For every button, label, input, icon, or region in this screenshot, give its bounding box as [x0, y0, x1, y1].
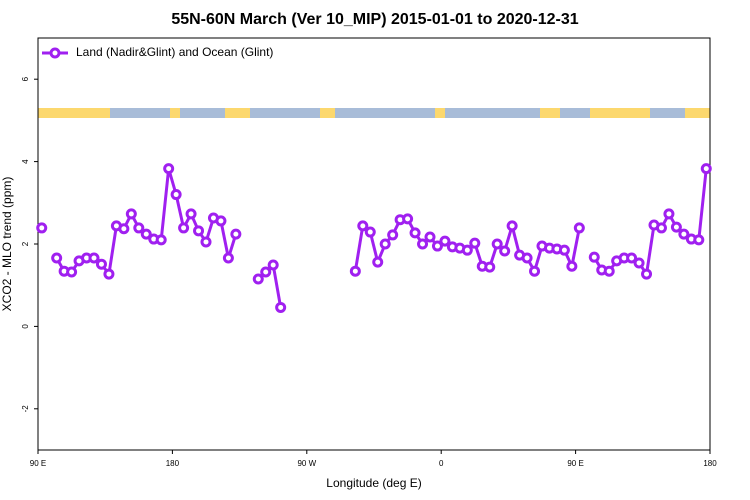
- data-point: [558, 244, 570, 256]
- data-point: [95, 258, 107, 270]
- map-ocean: [445, 108, 540, 118]
- map-ocean: [335, 108, 435, 118]
- data-point: [230, 228, 242, 240]
- data-point: [387, 229, 399, 241]
- legend-label: Land (Nadir&Glint) and Ocean (Glint): [76, 45, 273, 59]
- x-tick-label: 90 E: [30, 459, 46, 468]
- y-tick-label: 2: [21, 241, 30, 246]
- data-point: [506, 220, 518, 232]
- data-point: [163, 163, 175, 175]
- data-point: [372, 256, 384, 268]
- data-point: [402, 213, 414, 225]
- data-point: [417, 238, 429, 250]
- data-point: [215, 215, 227, 227]
- data-point: [88, 252, 100, 264]
- data-point: [431, 240, 443, 252]
- data-point: [118, 223, 130, 235]
- chart-title: 55N-60N March (Ver 10_MIP) 2015-01-01 to…: [171, 11, 578, 28]
- data-point: [185, 208, 197, 220]
- data-point: [379, 238, 391, 250]
- x-tick-label: 90 W: [297, 459, 316, 468]
- x-tick-label: 90 E: [567, 459, 583, 468]
- data-point: [566, 260, 578, 272]
- data-point: [275, 301, 287, 313]
- map-ocean: [650, 108, 685, 118]
- data-point: [439, 235, 451, 247]
- data-point: [260, 266, 272, 278]
- data-point: [125, 208, 137, 220]
- data-point: [66, 266, 78, 278]
- data-point: [36, 222, 48, 234]
- data-point: [529, 265, 541, 277]
- data-point: [267, 259, 279, 271]
- data-point: [491, 238, 503, 250]
- map-ocean: [110, 108, 170, 118]
- data-point: [200, 236, 212, 248]
- data-point: [484, 261, 496, 273]
- data-point: [641, 268, 653, 280]
- x-tick-label: 180: [166, 459, 180, 468]
- y-tick-label: 4: [21, 159, 30, 164]
- data-point: [170, 189, 182, 201]
- y-tick-label: 6: [21, 76, 30, 81]
- data-point: [573, 222, 585, 234]
- data-point: [663, 208, 675, 220]
- x-axis-label: Longitude (deg E): [326, 476, 421, 490]
- data-point: [133, 222, 145, 234]
- map-ocean: [250, 108, 320, 118]
- data-point: [603, 265, 615, 277]
- data-point: [655, 222, 667, 234]
- data-point: [670, 221, 682, 233]
- data-point: [103, 268, 115, 280]
- data-point: [633, 257, 645, 269]
- y-tick-label: 0: [21, 324, 30, 329]
- data-point: [51, 252, 63, 264]
- data-point: [193, 225, 205, 237]
- data-point: [469, 237, 481, 249]
- data-point: [409, 227, 421, 239]
- data-point: [222, 252, 234, 264]
- x-tick-label: 180: [703, 459, 717, 468]
- data-point: [357, 220, 369, 232]
- data-point: [499, 245, 511, 257]
- data-point: [140, 228, 152, 240]
- data-point: [700, 163, 712, 175]
- data-point: [693, 234, 705, 246]
- map-strip: [38, 108, 710, 118]
- data-point: [461, 244, 473, 256]
- data-point: [588, 251, 600, 263]
- data-point: [678, 228, 690, 240]
- data-point: [364, 226, 376, 238]
- y-axis-label: XCO2 - MLO trend (ppm): [0, 177, 14, 312]
- data-point: [424, 231, 436, 243]
- legend-marker: [49, 47, 61, 59]
- data-point: [252, 273, 264, 285]
- data-point: [349, 265, 361, 277]
- y-tick-label: -2: [21, 405, 30, 413]
- data-point: [626, 252, 638, 264]
- data-point: [521, 252, 533, 264]
- x-tick-label: 0: [439, 459, 444, 468]
- map-ocean: [560, 108, 590, 118]
- map-ocean: [180, 108, 225, 118]
- data-point: [178, 222, 190, 234]
- data-point: [155, 234, 167, 246]
